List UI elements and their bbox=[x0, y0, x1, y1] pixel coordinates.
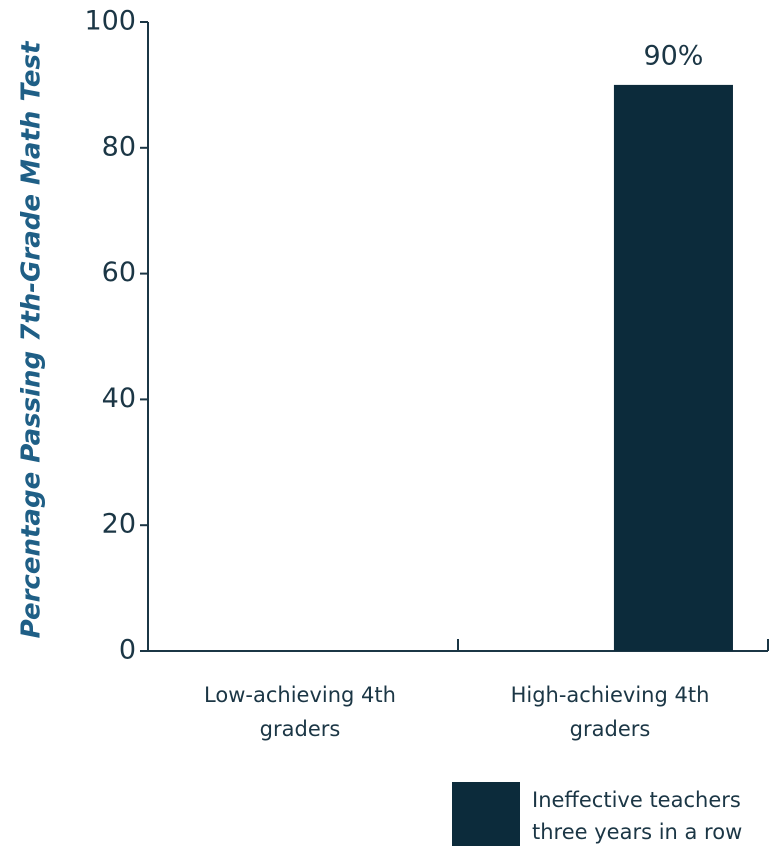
data-label: 90% bbox=[643, 40, 703, 71]
x-tick-label: Low-achieving 4th graders bbox=[204, 683, 396, 741]
y-tick-label: 0 bbox=[119, 635, 136, 666]
bar bbox=[613, 84, 733, 651]
y-tick-label: 20 bbox=[102, 509, 136, 540]
y-tick-label: 100 bbox=[84, 6, 136, 37]
y-tick-label: 60 bbox=[102, 257, 136, 288]
legend-swatch bbox=[452, 782, 520, 846]
x-tick-label: High-achieving 4th graders bbox=[510, 683, 710, 741]
y-tick-label: 80 bbox=[102, 131, 136, 162]
y-tick-label: 40 bbox=[102, 383, 136, 414]
legend-label: Ineffective teachers three years in a ro… bbox=[532, 788, 743, 844]
y-axis-label: Percentage Passing 7th-Grade Math Test bbox=[17, 40, 47, 638]
